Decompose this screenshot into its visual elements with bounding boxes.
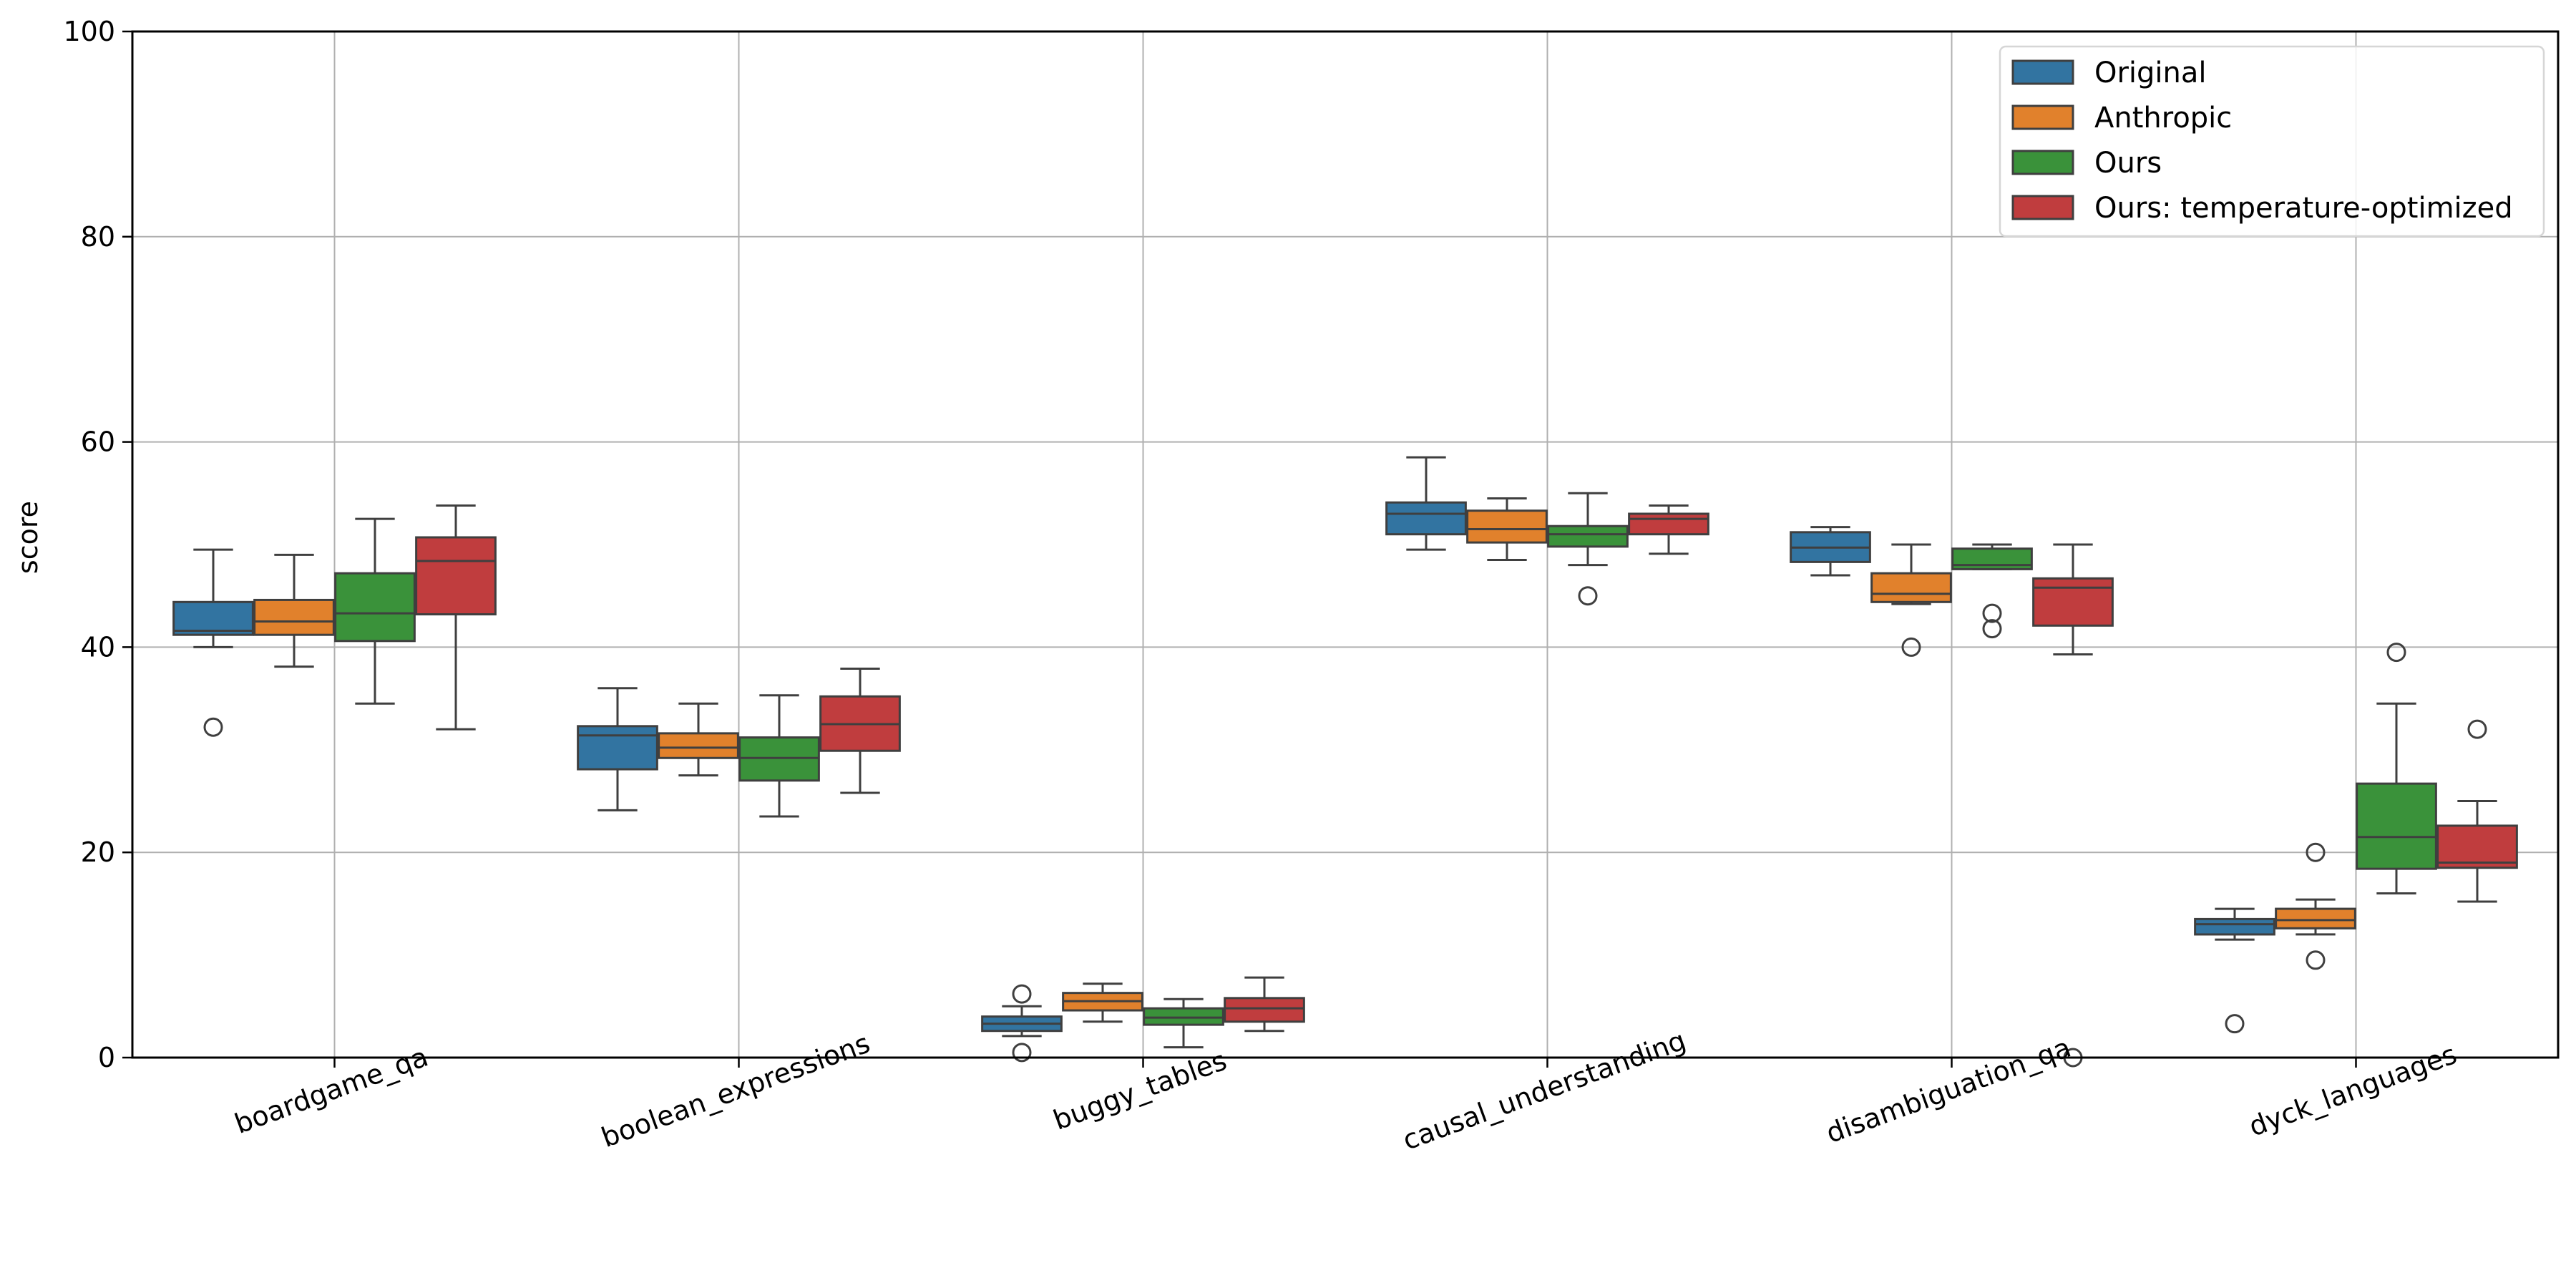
legend-label: Original xyxy=(2094,57,2207,89)
y-tick-label: 0 xyxy=(98,1042,115,1073)
box-original-disambiguation_qa xyxy=(1790,526,1871,577)
legend-swatch xyxy=(2011,59,2074,85)
plot-frame xyxy=(131,30,2560,1059)
outlier-point xyxy=(1982,603,2002,623)
y-tick-label: 80 xyxy=(81,221,115,253)
y-tick-label: 60 xyxy=(81,426,115,458)
legend-swatch xyxy=(2011,104,2074,130)
outlier-point xyxy=(2306,950,2326,970)
legend-label: Anthropic xyxy=(2094,102,2232,135)
box-original-boolean_expressions xyxy=(577,687,658,811)
box-iqr xyxy=(1870,572,1952,603)
box-iqr xyxy=(2032,577,2114,627)
box-iqr xyxy=(253,598,335,636)
box-iqr xyxy=(658,732,739,759)
box-anthropic-disambiguation_qa xyxy=(1870,543,1952,657)
box-original-boardgame_qa xyxy=(172,548,254,737)
outlier-point xyxy=(1982,619,2002,639)
y-tick-label: 20 xyxy=(81,836,115,868)
box-anthropic-causal_understanding xyxy=(1466,497,1548,562)
box-iqr xyxy=(1547,525,1629,548)
box-original-causal_understanding xyxy=(1385,456,1467,551)
box-series xyxy=(172,456,2518,1068)
box-anthropic-dyck_languages xyxy=(2275,842,2356,970)
box-original-buggy_tables xyxy=(981,984,1063,1063)
legend-frame xyxy=(1999,45,2545,238)
box-iqr xyxy=(2436,824,2518,869)
box-iqr xyxy=(1466,509,1548,544)
box-anthropic-boardgame_qa xyxy=(253,553,335,668)
box-iqr xyxy=(2275,907,2356,930)
outlier-point xyxy=(2467,719,2487,739)
box-iqr xyxy=(1385,501,1467,536)
outlier-point xyxy=(2306,842,2326,862)
box-iqr xyxy=(415,536,497,616)
box-ours-temperature-optimized-boolean_expressions xyxy=(819,668,901,794)
box-iqr xyxy=(577,725,658,771)
box-ours-temperature-optimized-disambiguation_qa xyxy=(2032,543,2114,1068)
outlier-point xyxy=(203,717,223,737)
legend-label: Ours xyxy=(2094,147,2162,180)
outlier-point xyxy=(1012,984,1032,1004)
outlier-point xyxy=(2386,643,2406,663)
box-ours-temperature-optimized-buggy_tables xyxy=(1224,976,1305,1033)
box-anthropic-buggy_tables xyxy=(1062,982,1143,1023)
box-original-dyck_languages xyxy=(2194,907,2275,1034)
box-iqr xyxy=(2194,917,2275,936)
box-iqr xyxy=(172,600,254,636)
y-tick-label: 100 xyxy=(63,16,115,47)
box-ours-causal_understanding xyxy=(1547,492,1629,606)
box-ours-buggy_tables xyxy=(1143,997,1224,1049)
legend-swatch xyxy=(2011,150,2074,175)
box-ours-dyck_languages xyxy=(2356,643,2437,895)
legend-swatch xyxy=(2011,195,2074,220)
outlier-point xyxy=(1578,586,1598,606)
box-iqr xyxy=(2356,782,2437,870)
y-axis-label: score xyxy=(12,501,44,574)
box-iqr xyxy=(334,572,416,643)
legend: Original Anthropic Ours Ours: temperature-o… xyxy=(1999,45,2545,238)
box-anthropic-boolean_expressions xyxy=(658,702,739,777)
box-ours-temperature-optimized-dyck_languages xyxy=(2436,719,2518,903)
legend-label: Ours: temperature-optimized xyxy=(2094,192,2513,225)
box-iqr xyxy=(1224,997,1305,1023)
box-ours-boolean_expressions xyxy=(738,694,820,818)
y-tick-label: 40 xyxy=(81,631,115,663)
box-ours-temperature-optimized-causal_understanding xyxy=(1628,504,1709,555)
box-ours-boardgame_qa xyxy=(334,517,416,705)
box-iqr xyxy=(1628,512,1709,536)
outlier-point xyxy=(2225,1014,2245,1034)
outlier-point xyxy=(1901,637,1921,657)
box-ours-disambiguation_qa xyxy=(1951,543,2033,639)
outlier-point xyxy=(1012,1043,1032,1063)
box-ours-temperature-optimized-boardgame_qa xyxy=(415,504,497,731)
